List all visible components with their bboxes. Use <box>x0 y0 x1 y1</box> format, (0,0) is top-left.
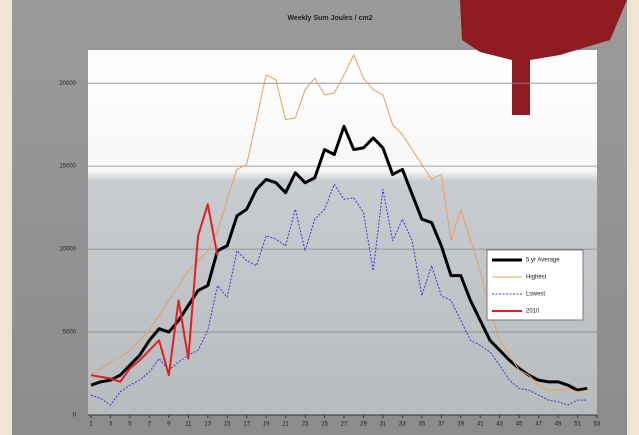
x-tick-label: 45 <box>516 422 523 428</box>
legend-label: Lowest <box>526 292 545 298</box>
x-tick-label: 27 <box>341 422 348 428</box>
leaf-decoration <box>460 0 627 115</box>
series-line <box>90 203 219 383</box>
x-tick-label: 43 <box>496 422 503 428</box>
legend: 5 yr Average Highest Lowest 2010 <box>486 249 584 321</box>
x-tick-label: 25 <box>321 422 328 428</box>
x-tick-label: 41 <box>477 422 484 428</box>
x-tick-label: 15 <box>224 422 231 428</box>
series-line <box>90 183 588 406</box>
y-tick-label: 20000 <box>59 81 76 87</box>
series-line <box>90 124 588 392</box>
x-tick-label: 29 <box>360 422 367 428</box>
x-tick-label: 3 <box>109 422 113 428</box>
y-tick-label: 5000 <box>63 330 77 336</box>
x-tick-label: 37 <box>438 422 445 428</box>
x-tick-label: 13 <box>204 422 211 428</box>
y-tick-label: 0 <box>73 413 77 419</box>
series-line <box>90 54 588 393</box>
legend-label: 2010 <box>526 309 540 315</box>
x-tick-label: 17 <box>243 422 250 428</box>
x-tick-label: 7 <box>148 422 152 428</box>
chart-title: Weekly Sum Joules / cm2 <box>287 15 372 22</box>
x-tick-label: 51 <box>574 422 581 428</box>
x-tick-label: 21 <box>282 422 289 428</box>
x-tick-label: 11 <box>185 422 192 428</box>
x-tick-label: 23 <box>302 422 309 428</box>
x-tick-label: 47 <box>535 422 542 428</box>
x-tick-label: 9 <box>167 422 171 428</box>
x-tick-label: 1 <box>89 422 93 428</box>
x-tick-label: 19 <box>263 422 270 428</box>
x-tick-label: 5 <box>128 422 132 428</box>
legend-box <box>486 249 584 321</box>
x-tick-label: 33 <box>399 422 406 428</box>
y-tick-label: 10000 <box>59 247 76 253</box>
x-tick-label: 49 <box>555 422 562 428</box>
x-tick-label: 39 <box>457 422 464 428</box>
x-tick-label: 35 <box>419 422 426 428</box>
x-tick-label: 53 <box>594 422 601 428</box>
x-tick-label: 31 <box>380 422 387 428</box>
y-tick-label: 15000 <box>59 164 76 170</box>
legend-label: 5 yr Average <box>526 258 560 264</box>
legend-label: Highest <box>526 275 547 281</box>
